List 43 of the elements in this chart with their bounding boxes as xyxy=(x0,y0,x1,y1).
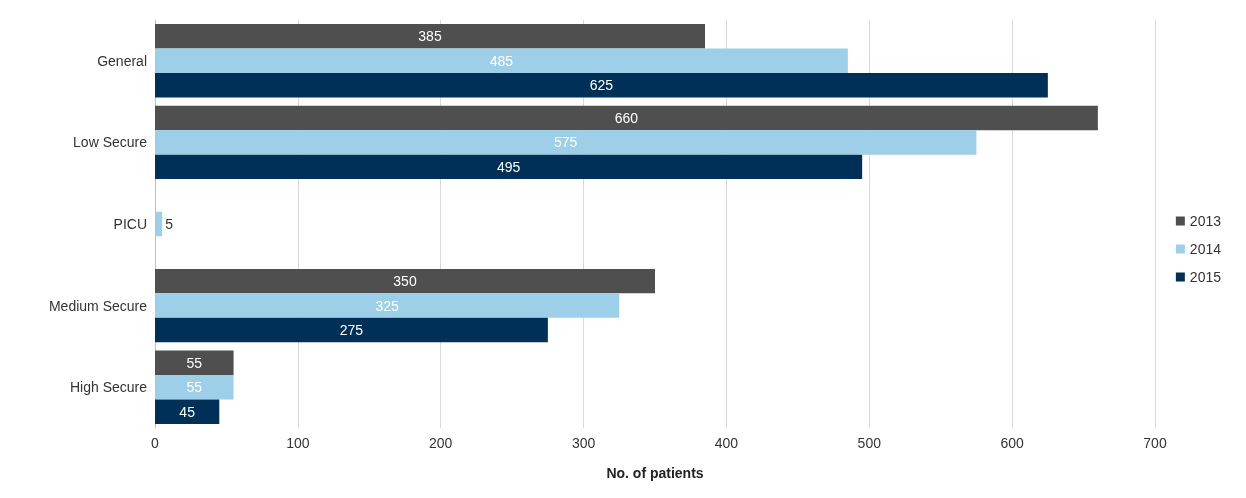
x-tick-label: 700 xyxy=(1143,435,1167,451)
x-tick-label: 500 xyxy=(857,435,882,451)
legend-label: 2014 xyxy=(1189,241,1222,257)
x-tick-label: 200 xyxy=(429,435,453,451)
data-label: 385 xyxy=(418,28,442,45)
bar xyxy=(155,130,977,155)
bar xyxy=(155,154,863,180)
data-label: 625 xyxy=(589,77,614,94)
y-tick-label: PICU xyxy=(113,216,147,232)
bar xyxy=(155,268,655,294)
bar xyxy=(155,48,848,74)
data-label: 5 xyxy=(165,216,174,232)
bar xyxy=(155,211,163,237)
data-label: 495 xyxy=(496,158,521,175)
x-tick-label: 600 xyxy=(1000,435,1025,451)
bar xyxy=(155,293,620,318)
data-label: 575 xyxy=(554,134,578,151)
bar xyxy=(155,399,220,424)
data-label: 45 xyxy=(179,403,196,420)
y-tick-label: Medium Secure xyxy=(48,297,148,314)
data-label: 325 xyxy=(375,297,400,314)
bar xyxy=(155,24,705,49)
bar xyxy=(155,317,548,343)
bar xyxy=(155,350,234,375)
data-label: 660 xyxy=(614,109,639,126)
x-tick-label: 300 xyxy=(571,435,596,451)
y-tick-label: Low Secure xyxy=(73,134,148,151)
data-label: 55 xyxy=(186,354,203,371)
y-tick-label: High Secure xyxy=(69,379,148,396)
bar xyxy=(155,374,234,400)
x-axis-title: No. of patients xyxy=(606,465,704,481)
bar xyxy=(155,73,1048,98)
legend-label: 2015 xyxy=(1189,269,1222,285)
data-label: 350 xyxy=(393,273,417,290)
data-label: 275 xyxy=(339,322,364,339)
data-label: 485 xyxy=(489,52,514,69)
bar xyxy=(155,105,1098,131)
y-tick-label: General xyxy=(97,52,147,69)
x-tick-label: 400 xyxy=(714,435,739,451)
x-tick-label: 0 xyxy=(151,435,160,451)
legend-label: 2013 xyxy=(1189,213,1222,229)
x-tick-label: 100 xyxy=(286,435,310,451)
data-label: 55 xyxy=(186,379,203,396)
